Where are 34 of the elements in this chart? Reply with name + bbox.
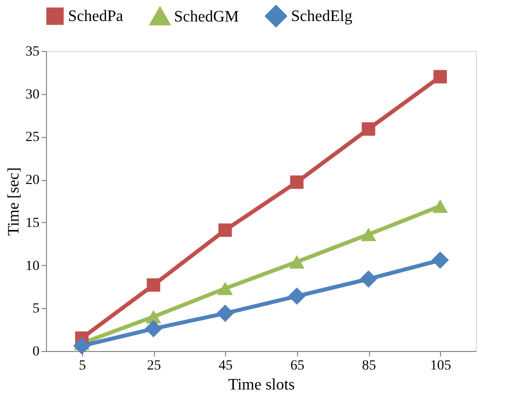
y-tick-label: 10 xyxy=(26,258,40,274)
point xyxy=(432,199,448,213)
legend-label: SchedElg xyxy=(291,8,352,26)
point xyxy=(73,337,90,355)
point xyxy=(432,251,449,269)
x-axis-title: Time slots xyxy=(228,376,295,394)
point xyxy=(433,70,447,84)
point xyxy=(218,223,232,237)
point xyxy=(288,287,306,305)
y-tick-label: 0 xyxy=(32,344,40,360)
point xyxy=(290,175,304,189)
point xyxy=(360,270,378,288)
point xyxy=(362,122,376,136)
y-tick-label: 20 xyxy=(26,173,40,188)
y-tick-label: 30 xyxy=(26,87,40,102)
x-tick-label: 5 xyxy=(78,358,86,374)
x-tick-label: 65 xyxy=(290,358,304,374)
y-tick-label: 5 xyxy=(32,302,40,317)
x-tick-label: 25 xyxy=(147,358,161,374)
point xyxy=(144,320,162,338)
point xyxy=(360,228,376,242)
point xyxy=(146,278,160,292)
legend-label: SchedPa xyxy=(68,8,124,26)
point xyxy=(217,282,233,296)
y-tick-label: 15 xyxy=(26,216,40,231)
legend-label: SchedGM xyxy=(174,8,239,26)
x-tick-label: 45 xyxy=(218,358,233,374)
y-tick-label: 35 xyxy=(26,44,40,60)
y-tick-label: 25 xyxy=(26,130,40,146)
point xyxy=(216,304,234,322)
x-tick-label: 105 xyxy=(430,358,452,374)
x-tick-label: 85 xyxy=(362,358,376,374)
y-axis-title: Time [sec] xyxy=(6,167,22,236)
point xyxy=(289,255,305,269)
